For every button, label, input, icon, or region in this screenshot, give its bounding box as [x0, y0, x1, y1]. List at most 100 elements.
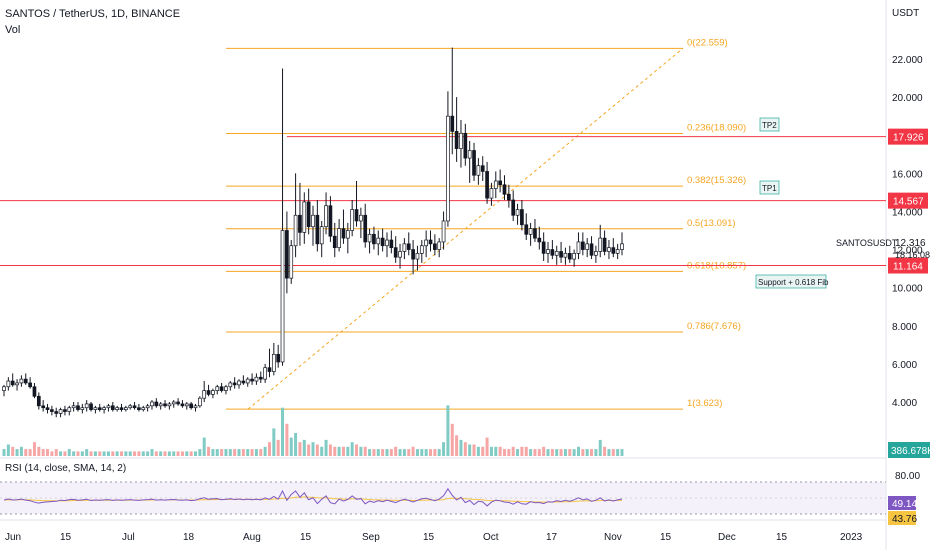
candle-body [454, 131, 459, 149]
volume-bar [289, 437, 293, 456]
candle-body [345, 230, 350, 239]
candle-body [254, 376, 259, 382]
time-tick-label: Dec [718, 532, 736, 543]
volume-bar [516, 449, 520, 456]
candle-body [398, 251, 402, 258]
fib-level-label: 0(22.559) [687, 37, 728, 48]
volume-bar [67, 449, 71, 456]
volume-bar [233, 449, 237, 456]
fib-level-label: 0.236(18.090) [687, 123, 746, 134]
volume-bar [611, 449, 615, 456]
volume-bar [346, 446, 350, 456]
volume-bar [385, 449, 389, 456]
volume-bar [215, 449, 219, 456]
candle-body [319, 226, 324, 245]
candle-body [250, 378, 254, 382]
volume-bar [281, 407, 285, 456]
last-price: 12.316 [895, 238, 926, 249]
candle-body [528, 228, 533, 235]
candle-body [119, 407, 124, 410]
volume-bar [372, 449, 376, 456]
candle-body [589, 243, 594, 256]
candle-body [446, 115, 450, 222]
candle-body [115, 407, 120, 410]
volume-bar [154, 451, 158, 456]
volume-bar [402, 449, 406, 456]
candle-body [450, 115, 455, 132]
volume-bar [315, 444, 319, 456]
candle-body [385, 239, 389, 247]
volume-bar [341, 446, 345, 456]
candle-body [224, 386, 228, 391]
rsi-axis-label: 80.00 [895, 471, 920, 482]
candle-body [359, 214, 363, 222]
candle-body [124, 407, 128, 410]
price-tick-label: 20.000 [892, 93, 923, 104]
candle-body [328, 205, 333, 237]
candle-body [433, 243, 437, 250]
volume-bar [241, 449, 245, 456]
volume-bar [28, 449, 32, 456]
candle-body [311, 214, 315, 228]
volume-bar [6, 444, 10, 456]
candle-body [337, 228, 341, 249]
volume-bar [220, 449, 224, 456]
volume-bar [37, 446, 41, 456]
price-tick-label: 14.000 [892, 207, 923, 218]
rsi-sma-line [3, 496, 623, 503]
volume-bar [472, 444, 476, 456]
candle-body [63, 409, 67, 412]
candle-body [598, 237, 603, 252]
candle-body [393, 247, 398, 258]
time-tick-label: 15 [300, 532, 312, 543]
candle-body [293, 214, 298, 247]
candle-body [141, 407, 146, 410]
candle-body [267, 367, 272, 372]
candle-body [241, 380, 246, 384]
volume-bar [172, 451, 176, 456]
candle-body [28, 382, 32, 388]
candle-body [372, 233, 376, 245]
price-level-value: 17.926 [893, 133, 924, 144]
candle-body [580, 241, 585, 250]
volume-bar [363, 446, 367, 456]
volume-bar [137, 451, 141, 456]
volume-bar [176, 451, 180, 456]
price-tick-label: 10.000 [892, 284, 923, 295]
tp2-note: TP2 [762, 121, 777, 130]
volume-bar [524, 446, 528, 456]
candle-body [380, 237, 385, 247]
volume-bar [32, 442, 36, 456]
candle-body [180, 403, 185, 407]
volume-bar [85, 449, 89, 456]
volume-bar [576, 446, 580, 456]
candle-body [493, 180, 498, 189]
volume-bar [489, 446, 493, 456]
time-tick-label: Aug [243, 532, 261, 543]
volume-bar [259, 449, 263, 456]
candle-body [171, 401, 176, 405]
candle-body [550, 249, 555, 256]
time-tick-label: Jul [122, 532, 135, 543]
volume-bar [272, 428, 276, 456]
volume-bar [594, 449, 598, 456]
volume-bar [355, 444, 359, 456]
price-tick-label: 4.000 [892, 398, 917, 409]
candle-body [84, 403, 89, 409]
time-tick-label: 15 [660, 532, 672, 543]
candle-body [80, 407, 85, 410]
price-level-tag [888, 257, 928, 274]
volume-bar [267, 442, 271, 456]
time-tick-label: 15 [776, 532, 788, 543]
candle-body [324, 205, 328, 228]
volume-bar [102, 451, 106, 456]
tp2-note-box [759, 117, 780, 132]
candle-body [232, 382, 237, 386]
candle-body [137, 407, 141, 410]
candle-body [502, 184, 507, 195]
candle-body [258, 376, 263, 380]
time-tick-label: Oct [483, 532, 499, 543]
volume-bar [459, 439, 463, 456]
volume-bar [437, 449, 441, 456]
